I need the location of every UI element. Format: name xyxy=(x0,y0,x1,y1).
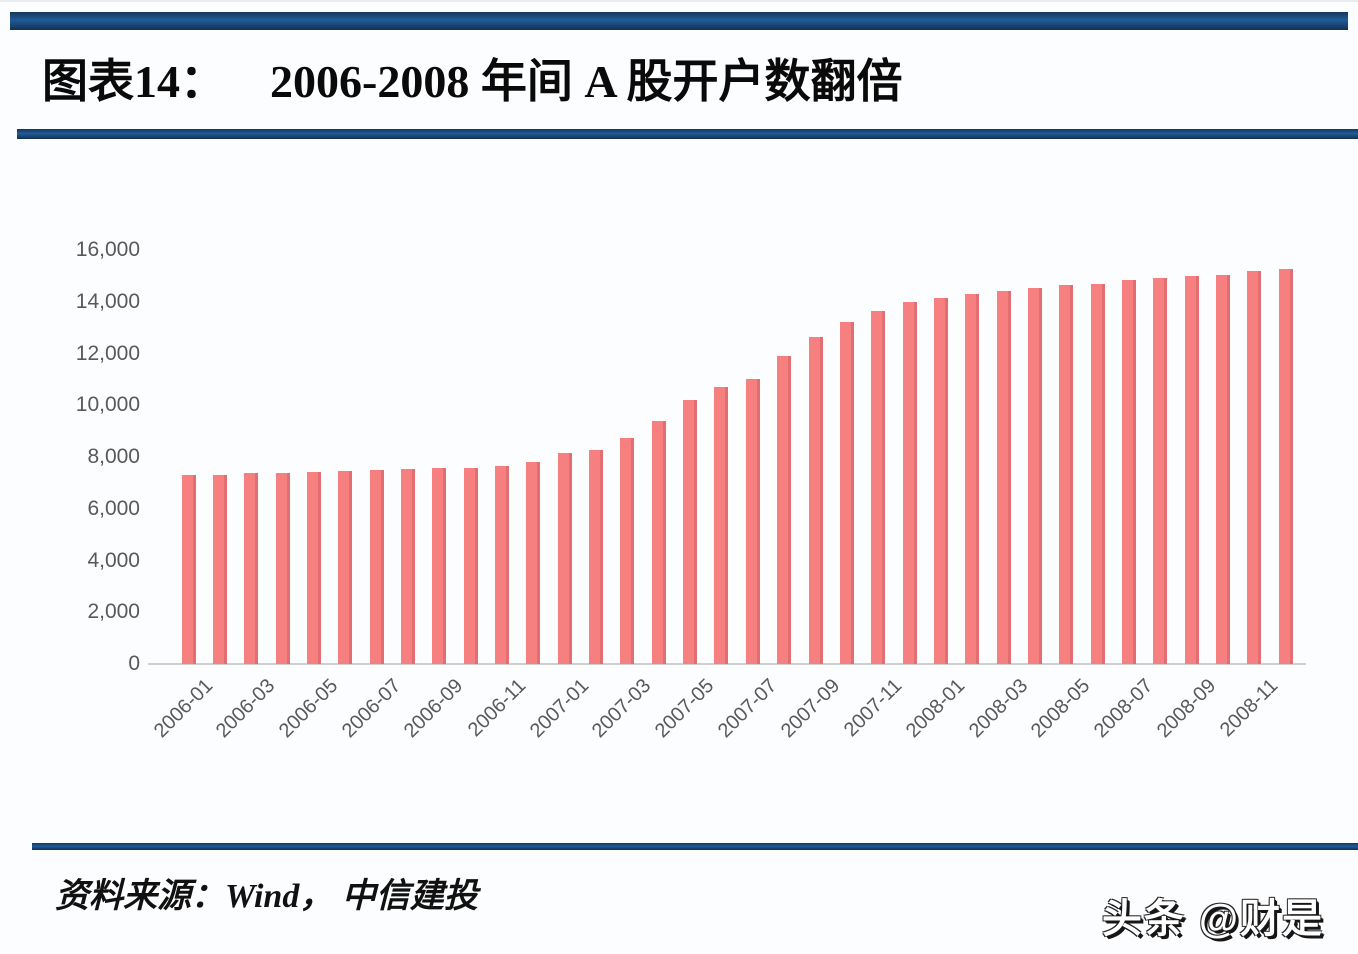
bar-2007-04 xyxy=(652,421,666,664)
y-axis-tick-label: 10,000 xyxy=(75,393,140,417)
bar-2008-06 xyxy=(1091,284,1105,664)
y-axis-tick-label: 4,000 xyxy=(87,548,140,572)
top-frame-bar xyxy=(10,12,1348,30)
bar-2006-01 xyxy=(182,475,196,664)
bar-2006-11 xyxy=(495,466,509,664)
bar-2008-09 xyxy=(1185,276,1199,664)
bar-2007-05 xyxy=(683,400,697,664)
bar-2006-04 xyxy=(276,473,290,664)
footer-divider-rule xyxy=(32,843,1358,850)
y-axis-tick-label: 6,000 xyxy=(87,496,140,520)
bar-2006-05 xyxy=(307,472,321,664)
y-axis-tick-label: 12,000 xyxy=(75,341,140,365)
bar-2008-12 xyxy=(1279,269,1293,664)
title-divider-rule xyxy=(17,129,1358,139)
bar-2008-10 xyxy=(1216,275,1230,664)
y-axis-tick-label: 14,000 xyxy=(75,289,140,313)
bar-2007-12 xyxy=(903,302,917,664)
bar-2007-03 xyxy=(620,438,634,664)
bar-2007-02 xyxy=(589,450,603,664)
bar-2007-10 xyxy=(840,322,854,664)
bar-2008-04 xyxy=(1028,288,1042,664)
bar-2008-05 xyxy=(1059,285,1073,664)
bar-2008-01 xyxy=(934,298,948,664)
bar-2007-08 xyxy=(777,356,791,664)
bar-2007-01 xyxy=(558,453,572,664)
bar-2007-11 xyxy=(871,311,885,664)
x-axis-line xyxy=(148,663,1306,665)
bar-2008-08 xyxy=(1153,278,1167,664)
bar-2008-03 xyxy=(997,291,1011,664)
bar-2007-06 xyxy=(714,387,728,664)
bar-2006-03 xyxy=(244,473,258,664)
bar-2006-08 xyxy=(401,469,415,664)
bar-2007-07 xyxy=(746,379,760,664)
y-axis-tick-label: 0 xyxy=(128,652,140,675)
bar-2008-02 xyxy=(965,294,979,664)
bar-2007-09 xyxy=(809,337,823,664)
bar-2006-02 xyxy=(213,475,227,664)
bar-2008-11 xyxy=(1247,271,1261,664)
y-axis-tick-label: 2,000 xyxy=(87,600,140,624)
bar-2006-06 xyxy=(338,471,352,664)
y-axis-tick-label: 16,000 xyxy=(75,238,140,261)
data-source-note: 资料来源：Wind， 中信建投 xyxy=(55,878,478,915)
bar-2006-07 xyxy=(370,470,384,664)
y-axis-tick-label: 8,000 xyxy=(87,445,140,468)
bar-2008-07 xyxy=(1122,280,1136,664)
toutiao-watermark: 头条 @财是 xyxy=(1101,897,1324,941)
bar-2006-12 xyxy=(526,462,540,664)
figure-title: 2006-2008 年间 A 股开户数翻倍 xyxy=(270,56,903,107)
chart-title-row: 图表14： 2006-2008 年间 A 股开户数翻倍 xyxy=(42,52,903,112)
bar-2006-09 xyxy=(432,468,446,664)
bar-2006-10 xyxy=(464,468,478,664)
figure-number-label: 图表14： xyxy=(42,56,226,107)
